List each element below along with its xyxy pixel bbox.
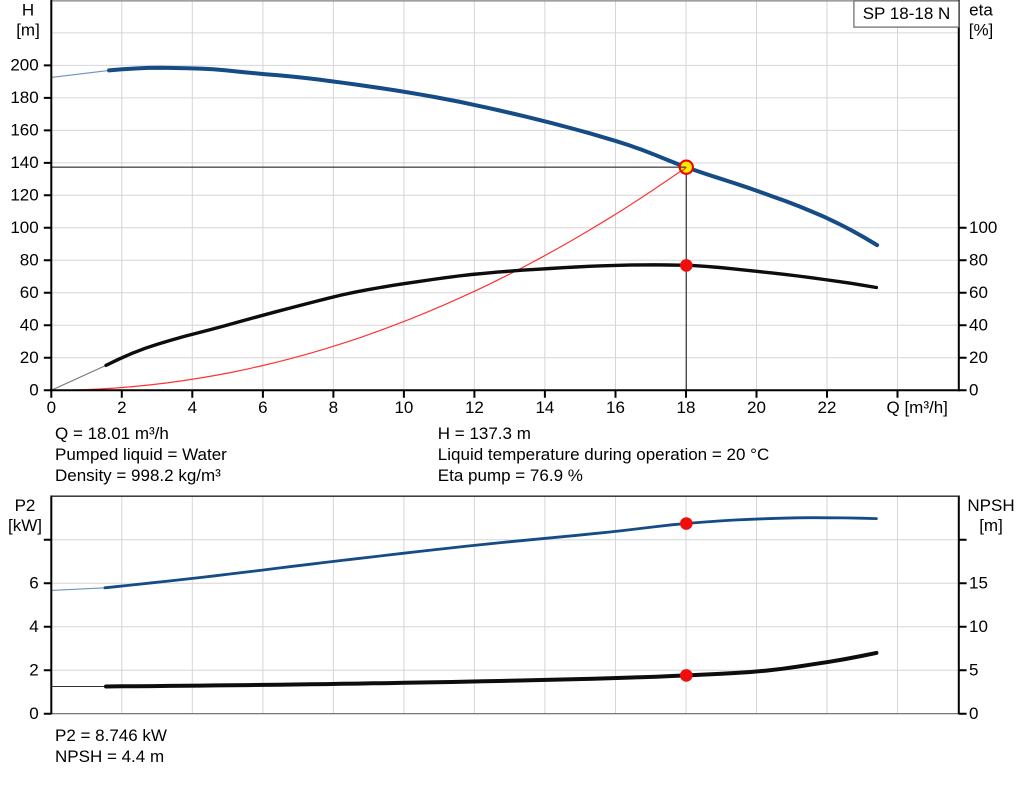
svg-text:P2 = 8.746 kW: P2 = 8.746 kW (55, 726, 167, 745)
svg-text:10: 10 (969, 617, 988, 636)
svg-text:80: 80 (969, 251, 988, 270)
svg-text:12: 12 (465, 398, 484, 417)
svg-text:0: 0 (29, 381, 38, 400)
svg-text:0: 0 (969, 704, 978, 723)
svg-text:Pumped liquid = Water: Pumped liquid = Water (55, 445, 227, 464)
svg-text:8: 8 (329, 398, 338, 417)
svg-text:200: 200 (10, 56, 38, 75)
svg-text:0: 0 (47, 398, 56, 417)
svg-text:SP 18-18 N: SP 18-18 N (863, 4, 951, 23)
svg-text:Q [m³/h]: Q [m³/h] (887, 398, 948, 417)
svg-text:H: H (22, 0, 34, 19)
svg-text:[kW]: [kW] (8, 516, 42, 535)
svg-text:0: 0 (969, 381, 978, 400)
svg-text:[%]: [%] (969, 20, 994, 39)
svg-text:4: 4 (188, 398, 197, 417)
svg-text:60: 60 (20, 283, 39, 302)
svg-text:40: 40 (969, 316, 988, 335)
svg-text:22: 22 (818, 398, 837, 417)
svg-text:100: 100 (10, 218, 38, 237)
svg-text:2: 2 (117, 398, 126, 417)
svg-text:20: 20 (20, 348, 39, 367)
svg-text:NPSH = 4.4 m: NPSH = 4.4 m (55, 747, 164, 766)
svg-text:H = 137.3 m: H = 137.3 m (438, 424, 531, 443)
svg-text:18: 18 (677, 398, 696, 417)
svg-text:Eta pump = 76.9 %: Eta pump = 76.9 % (438, 466, 583, 485)
svg-text:14: 14 (535, 398, 554, 417)
svg-text:2: 2 (29, 660, 38, 679)
svg-text:40: 40 (20, 316, 39, 335)
svg-text:4: 4 (29, 617, 38, 636)
svg-text:[m]: [m] (16, 20, 40, 39)
svg-text:140: 140 (10, 153, 38, 172)
svg-text:160: 160 (10, 121, 38, 140)
svg-text:P2: P2 (15, 496, 36, 515)
svg-text:100: 100 (969, 218, 997, 237)
svg-text:80: 80 (20, 251, 39, 270)
svg-text:16: 16 (606, 398, 625, 417)
svg-text:6: 6 (29, 573, 38, 592)
svg-text:Q = 18.01 m³/h: Q = 18.01 m³/h (55, 424, 169, 443)
svg-text:180: 180 (10, 88, 38, 107)
svg-text:0: 0 (29, 704, 38, 723)
svg-text:20: 20 (969, 348, 988, 367)
svg-text:60: 60 (969, 283, 988, 302)
svg-text:[m]: [m] (979, 516, 1003, 535)
svg-text:Liquid temperature during oper: Liquid temperature during operation = 20… (438, 445, 769, 464)
svg-text:6: 6 (258, 398, 267, 417)
svg-text:eta: eta (969, 0, 993, 19)
svg-text:10: 10 (394, 398, 413, 417)
svg-text:20: 20 (747, 398, 766, 417)
svg-text:120: 120 (10, 186, 38, 205)
svg-text:5: 5 (969, 660, 978, 679)
svg-text:15: 15 (969, 573, 988, 592)
svg-text:Density = 998.2 kg/m³: Density = 998.2 kg/m³ (55, 466, 221, 485)
svg-text:NPSH: NPSH (967, 496, 1014, 515)
